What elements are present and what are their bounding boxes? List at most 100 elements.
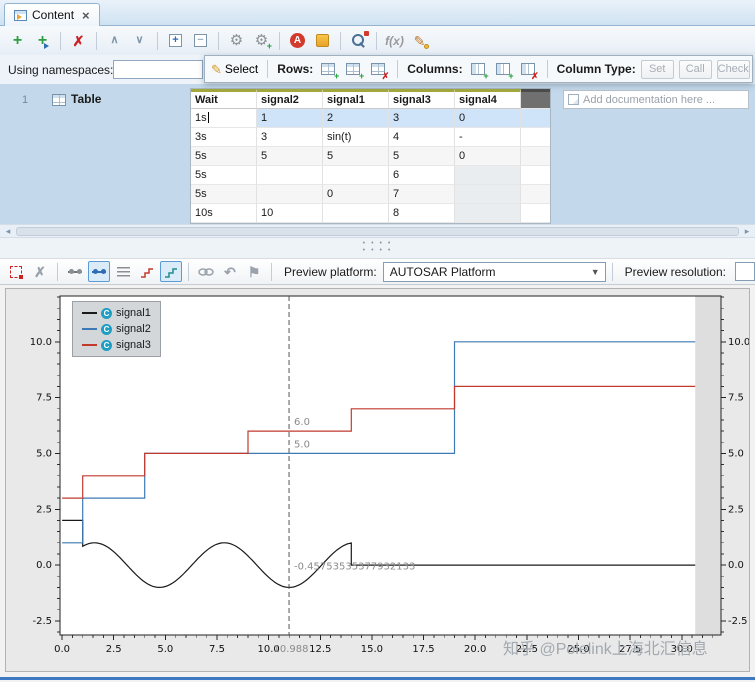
table-cell[interactable]: 5	[257, 147, 323, 166]
table-cell[interactable]: 3	[257, 128, 323, 147]
legend-item-signal3[interactable]: Csignal3	[82, 339, 151, 351]
horizontal-scrollbar[interactable]: ◂ ▸	[0, 224, 755, 238]
column-header-signal1[interactable]: signal1	[323, 89, 389, 109]
scrollbar-thumb[interactable]	[16, 227, 739, 236]
window-bottom-edge	[0, 677, 755, 680]
settings-add-button[interactable]: ⚙+	[250, 29, 273, 52]
separator	[96, 32, 97, 50]
a-marker-button[interactable]: A	[286, 29, 309, 52]
note-button[interactable]	[311, 29, 334, 52]
insert-button[interactable]: +	[31, 29, 54, 52]
fx-button[interactable]: f(x)	[383, 29, 406, 52]
table-cell[interactable]: 5s	[191, 166, 257, 185]
table-cell[interactable]: -	[455, 128, 521, 147]
line-markers-button[interactable]	[64, 261, 86, 282]
column-type-set-button[interactable]: Set	[641, 60, 674, 79]
zoom-region-button[interactable]	[5, 261, 27, 282]
preview-platform-value: AUTOSAR Platform	[390, 265, 496, 279]
column-header-signal2[interactable]: signal2	[257, 89, 323, 109]
flag-button[interactable]: ⚑	[243, 261, 265, 282]
bars-view-button[interactable]	[112, 261, 134, 282]
delete-badge-icon: ✗	[382, 72, 390, 80]
table-cell[interactable]: 7	[389, 185, 455, 204]
delete-column-button[interactable]: ✗	[518, 59, 538, 79]
table-cell[interactable]: 0	[455, 109, 521, 128]
table-cell[interactable]	[455, 185, 521, 204]
table-cell[interactable]: sin(t)	[323, 128, 389, 147]
table-cell[interactable]: 10	[257, 204, 323, 223]
column-header-Wait[interactable]: Wait	[191, 89, 257, 109]
table-cell[interactable]	[257, 185, 323, 204]
move-down-button[interactable]: ∨	[128, 29, 151, 52]
table-cell[interactable]: 5s	[191, 147, 257, 166]
legend-item-signal2[interactable]: Csignal2	[82, 323, 151, 335]
table-cell[interactable]: 1s	[191, 109, 257, 128]
link-axes-button[interactable]	[195, 261, 217, 282]
table-cell[interactable]: 1	[257, 109, 323, 128]
add-row-below-button[interactable]: +	[343, 59, 363, 79]
add-button[interactable]: +	[6, 29, 29, 52]
add-column-right-button[interactable]: +	[493, 59, 513, 79]
table-cell[interactable]: 10s	[191, 204, 257, 223]
select-label: Select	[225, 62, 258, 76]
settings-button[interactable]: ⚙	[225, 29, 248, 52]
collapse-all-button[interactable]: −	[189, 29, 212, 52]
namespaces-input[interactable]	[113, 60, 203, 79]
table-cell[interactable]: 2	[323, 109, 389, 128]
table-cell[interactable]: 3	[389, 109, 455, 128]
table-edit-toolbar: ✎ Select Rows: + + ✗ Columns: + + ✗ Colu…	[204, 55, 753, 83]
table-filler-cell	[521, 128, 550, 147]
step-hold-button[interactable]	[160, 261, 182, 282]
clear-preview-button[interactable]: ✗	[29, 261, 51, 282]
table-block-label[interactable]: Table	[71, 92, 101, 106]
separator	[218, 32, 219, 50]
table-cell[interactable]: 4	[389, 128, 455, 147]
tab-close-icon[interactable]: ×	[82, 8, 90, 23]
documentation-box[interactable]: Add documentation here ...	[563, 90, 749, 109]
table-cell[interactable]	[257, 166, 323, 185]
svg-text:6.0: 6.0	[294, 417, 310, 428]
column-type-check-button[interactable]: Check	[717, 60, 750, 79]
table-cell[interactable]	[455, 166, 521, 185]
table-cell[interactable]: 5	[323, 147, 389, 166]
table-cell[interactable]: 5	[389, 147, 455, 166]
separator	[267, 60, 268, 78]
preview-platform-select[interactable]: AUTOSAR Platform ▼	[383, 262, 606, 282]
point-markers-button[interactable]	[88, 261, 110, 282]
tab-content[interactable]: Content ×	[4, 3, 100, 26]
scroll-left-icon[interactable]: ◂	[2, 226, 14, 237]
column-header-signal3[interactable]: signal3	[389, 89, 455, 109]
table-cell[interactable]: 3s	[191, 128, 257, 147]
table-cell[interactable]	[323, 166, 389, 185]
table-cell[interactable]: 6	[389, 166, 455, 185]
table-cell[interactable]	[455, 204, 521, 223]
teal-step-icon	[164, 266, 178, 278]
table-cell[interactable]: 5s	[191, 185, 257, 204]
table-cell[interactable]	[323, 204, 389, 223]
separator	[397, 60, 398, 78]
legend-item-signal1[interactable]: Csignal1	[82, 307, 151, 319]
delete-button[interactable]: ✗	[67, 29, 90, 52]
step-interpolation-button[interactable]	[136, 261, 158, 282]
delete-row-button[interactable]: ✗	[368, 59, 388, 79]
preview-resolution-input[interactable]	[735, 262, 755, 281]
expand-all-button[interactable]: +	[164, 29, 187, 52]
move-up-button[interactable]: ∧	[103, 29, 126, 52]
splitter-handle[interactable]: • • • • • • • •	[0, 238, 755, 258]
find-replace-button[interactable]	[347, 29, 370, 52]
column-type-call-button[interactable]: Call	[679, 60, 712, 79]
table-cell[interactable]: 0	[455, 147, 521, 166]
column-header-signal4[interactable]: signal4	[455, 89, 521, 109]
add-row-above-button[interactable]: +	[318, 59, 338, 79]
add-column-left-button[interactable]: +	[468, 59, 488, 79]
chart-legend[interactable]: Csignal1 Csignal2 Csignal3	[72, 301, 161, 357]
undo-button[interactable]: ↶	[219, 261, 241, 282]
select-button[interactable]: ✎ Select	[211, 62, 258, 76]
svg-text:10.0: 10.0	[30, 337, 52, 348]
table-cell[interactable]: 0	[323, 185, 389, 204]
svg-text:7.5: 7.5	[36, 393, 52, 404]
svg-text:-2.5: -2.5	[728, 616, 748, 627]
format-pencil-button[interactable]: ✎	[408, 29, 431, 52]
table-cell[interactable]: 8	[389, 204, 455, 223]
scroll-right-icon[interactable]: ▸	[741, 226, 753, 237]
